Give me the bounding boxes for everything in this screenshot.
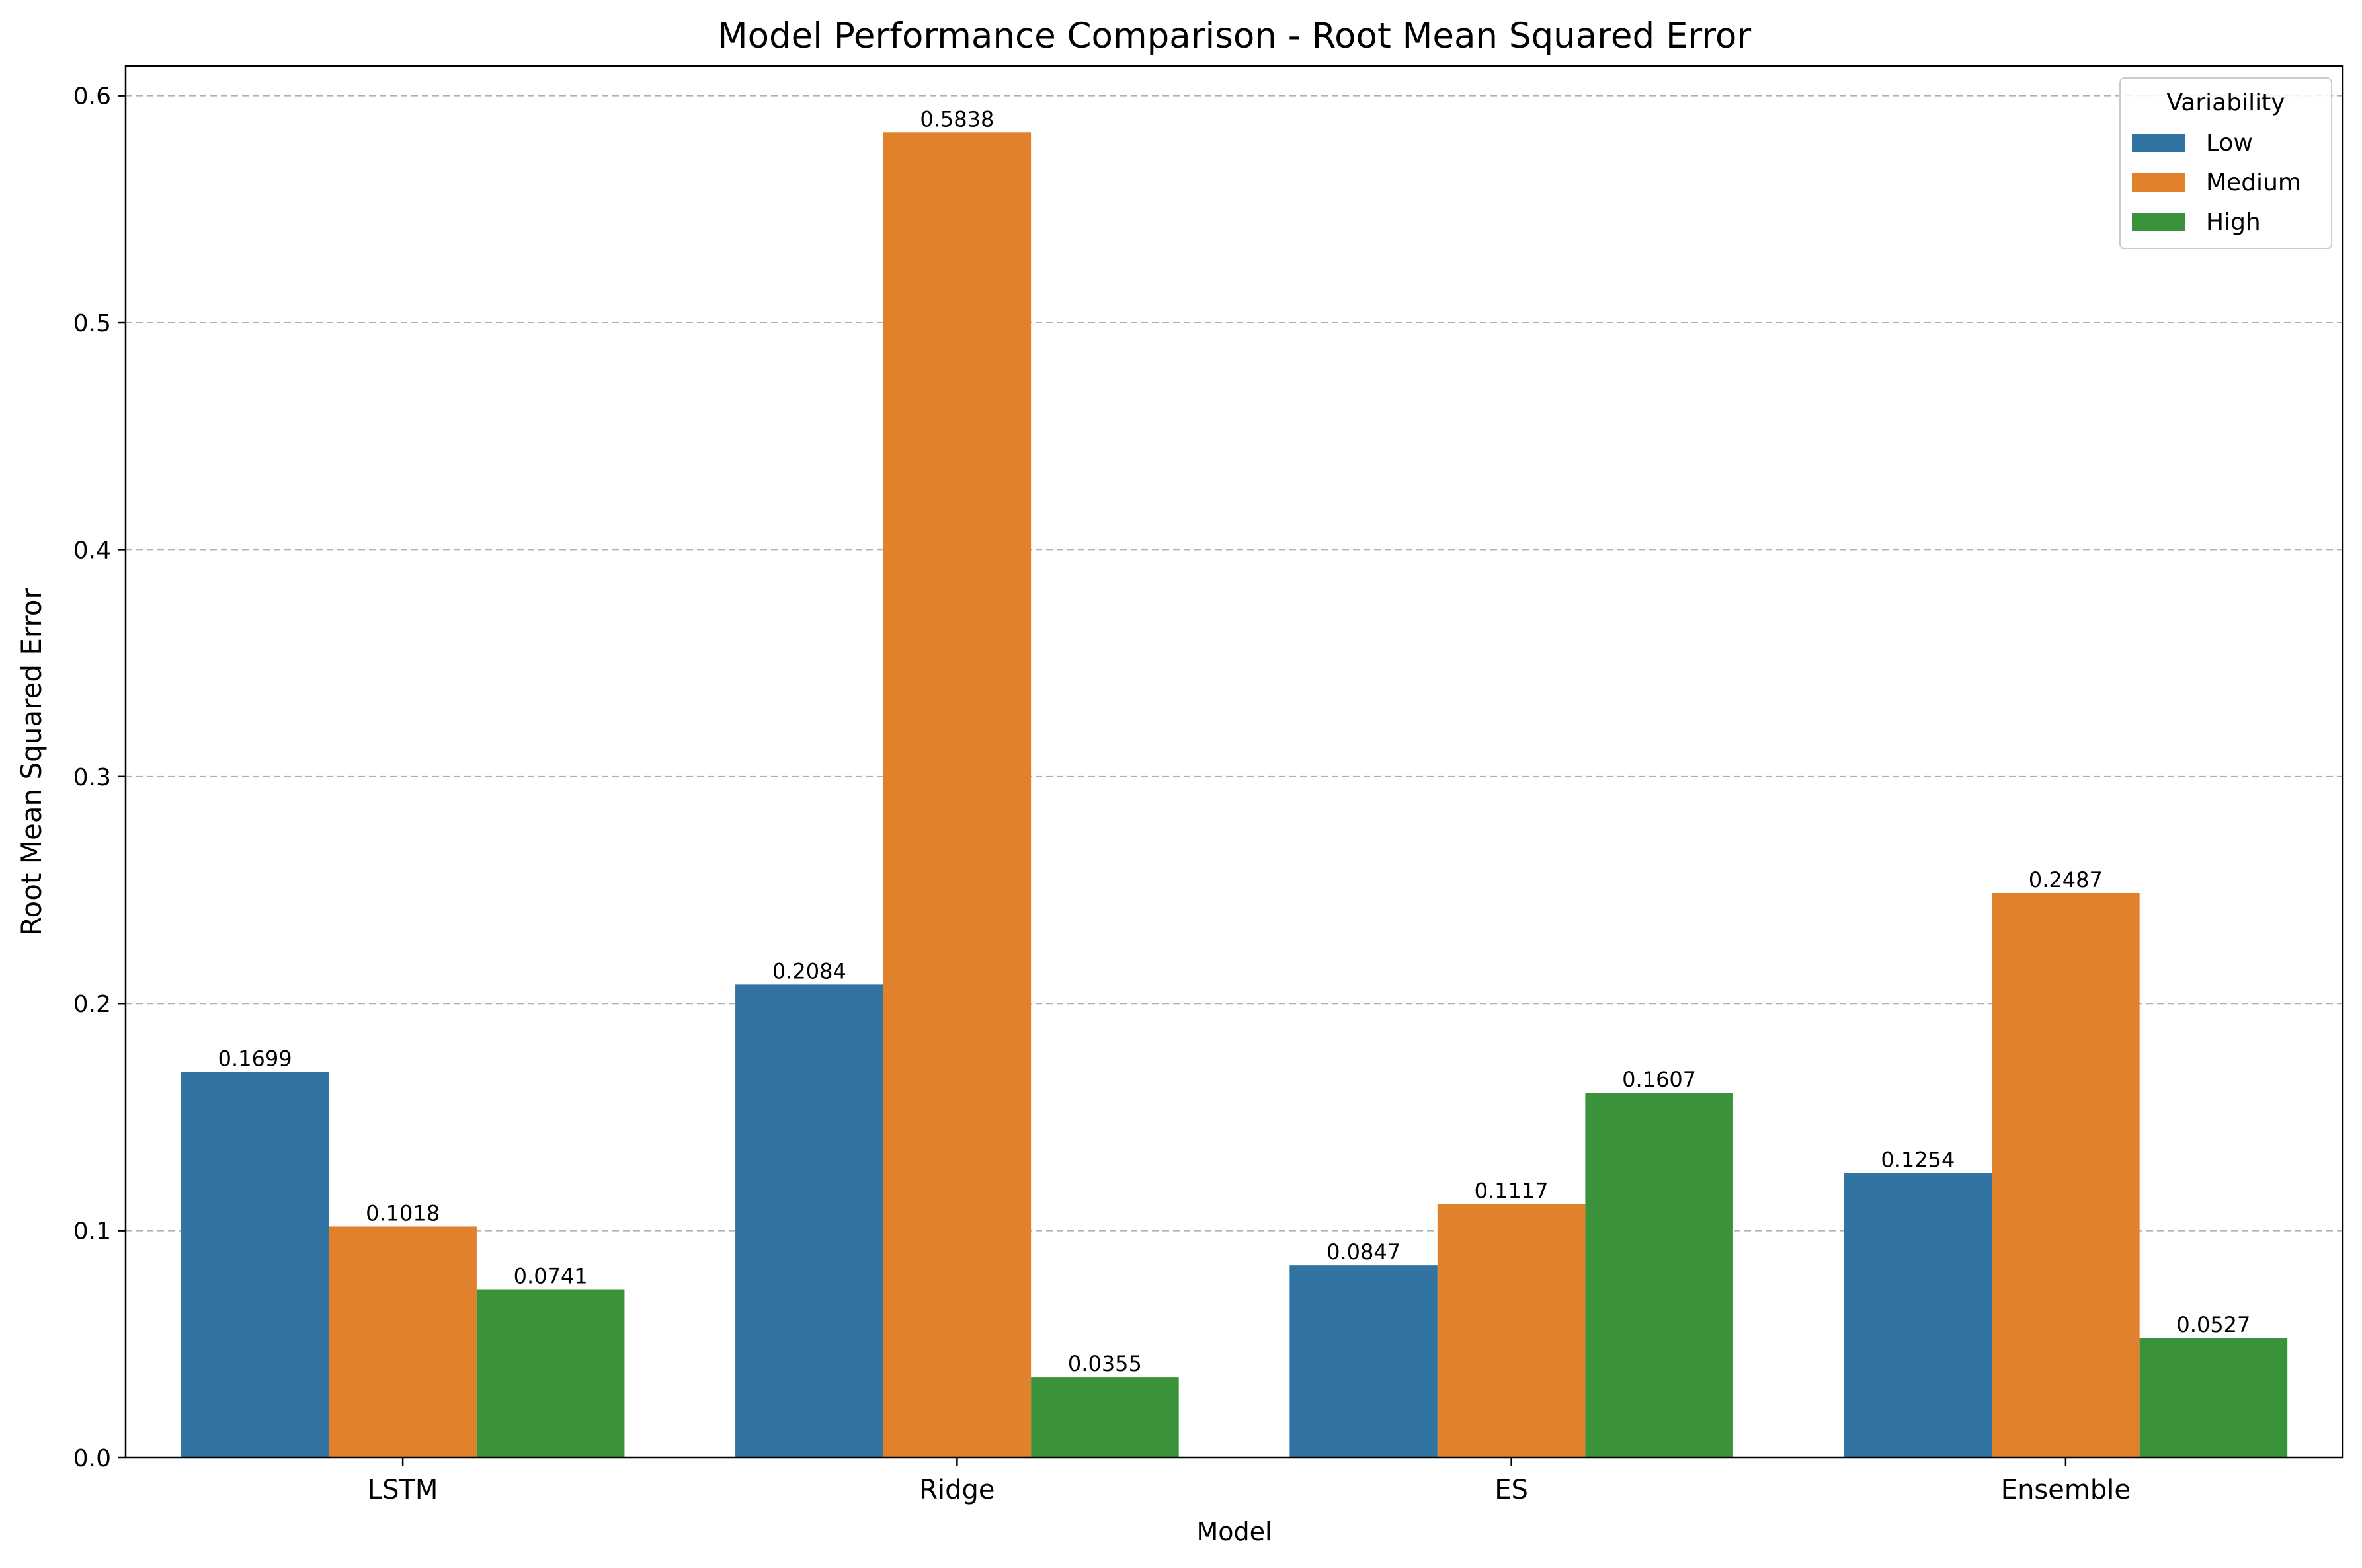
bar-value-label: 0.1254 [1881,1147,1955,1172]
bar-medium-es [1437,1204,1586,1458]
axes-frame [124,65,2344,1459]
legend: Variability Low Medium High [2119,77,2332,249]
chart-title: Model Performance Comparison - Root Mean… [717,16,1751,56]
legend-title: Variability [2166,89,2285,116]
bar-high-ensemble [2139,1338,2288,1458]
bar-value-label: 0.0527 [2176,1312,2250,1337]
legend-swatch-low [2132,134,2185,152]
bar-medium-ensemble [1992,892,2140,1458]
bar-low-ensemble [1844,1173,1992,1458]
y-tick-label: 0.1 [73,1218,111,1245]
y-tick-label: 0.5 [73,310,111,337]
x-axis-label: Model [1196,1517,1272,1546]
bar-low-es [1289,1265,1438,1458]
bar-high-es [1585,1093,1733,1458]
bar-value-label: 0.0741 [514,1264,588,1289]
bar-value-label: 0.0847 [1326,1239,1401,1265]
bars [181,132,2288,1458]
legend-label-low: Low [2206,130,2253,157]
bar-value-label: 0.2487 [2029,867,2103,892]
legend-swatch-medium [2132,173,2185,192]
bar-value-label: 0.0355 [1068,1351,1142,1376]
bar-value-label: 0.1699 [218,1046,292,1072]
y-tick-label: 0.0 [73,1445,111,1472]
legend-box [2119,77,2332,249]
bar-value-label: 0.1018 [366,1200,440,1226]
y-axis-ticks: 0.0 0.1 0.2 0.3 0.4 0.5 0.6 [73,83,126,1472]
y-tick-label: 0.3 [73,764,111,791]
x-tick-label: Ridge [919,1475,995,1505]
bar-high-ridge [1031,1377,1179,1458]
y-tick-label: 0.4 [73,537,111,564]
legend-swatch-high [2132,213,2185,231]
y-tick-label: 0.2 [73,991,111,1018]
legend-label-medium: Medium [2206,169,2301,196]
bar-medium-ridge [883,132,1032,1458]
x-tick-label: Ensemble [2001,1475,2131,1505]
x-tick-label: LSTM [368,1475,438,1505]
bar-low-lstm [181,1072,329,1458]
bar-value-label: 0.5838 [920,106,994,132]
legend-label-high: High [2206,209,2261,236]
bar-medium-lstm [329,1226,477,1458]
legend-items: Low Medium High [2132,130,2301,236]
x-axis-ticks: LSTM Ridge ES Ensemble [368,1458,2131,1505]
bar-value-label: 0.1117 [1475,1178,1549,1203]
bar-low-ridge [735,984,883,1458]
y-axis-label: Root Mean Squared Error [15,588,48,936]
bar-value-label: 0.1607 [1622,1067,1696,1092]
x-tick-label: ES [1494,1475,1528,1505]
bar-high-lstm [476,1289,625,1458]
bar-value-label: 0.2084 [772,959,846,984]
y-tick-label: 0.6 [73,83,111,110]
bar-value-labels: 0.1699 0.1018 0.0741 0.2084 0.5838 0.0355 0.08… [218,106,2251,1376]
